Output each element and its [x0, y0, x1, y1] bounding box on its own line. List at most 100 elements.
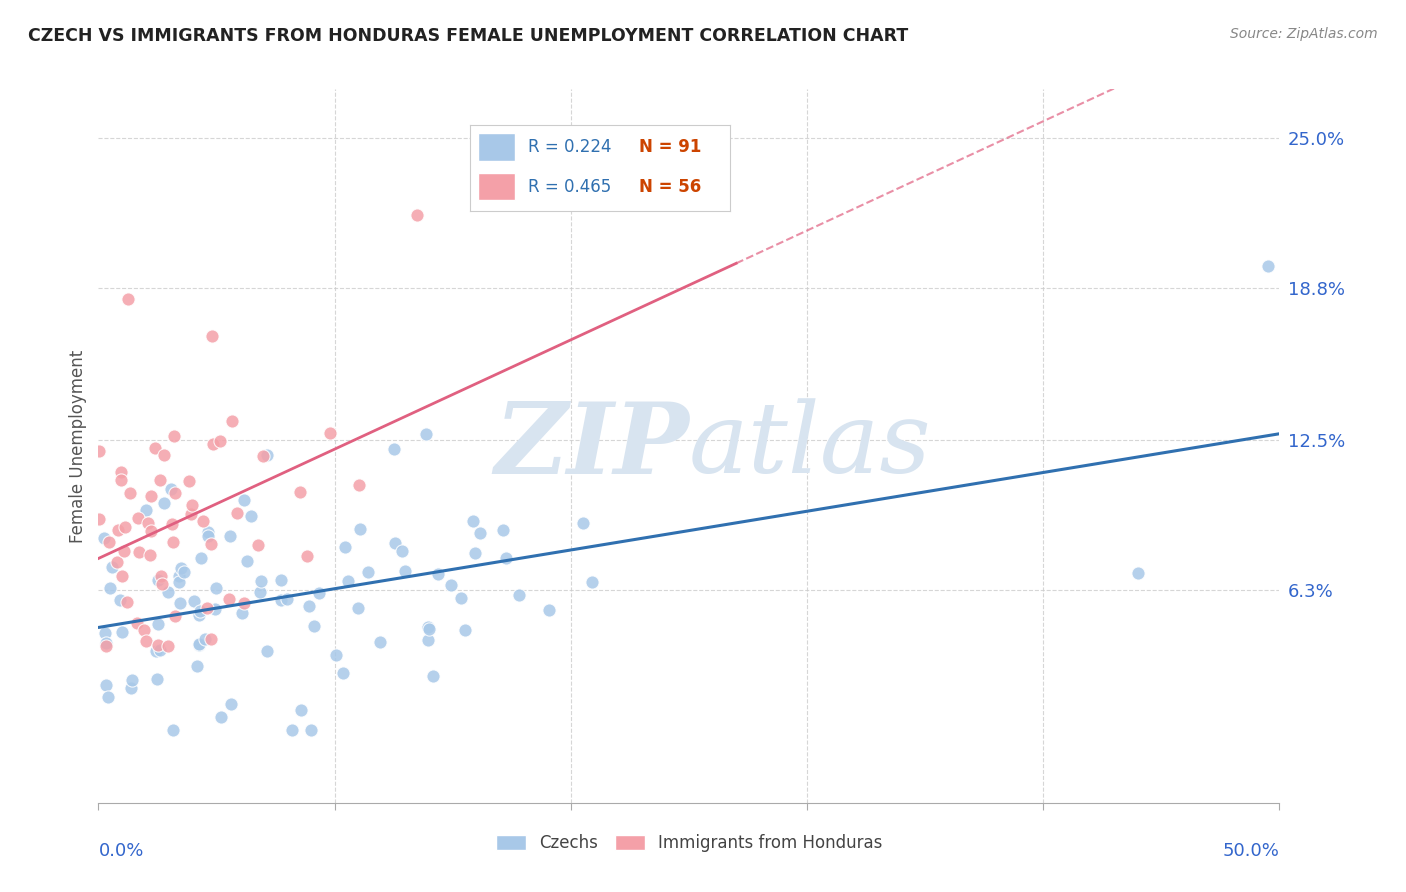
Point [110, 474, 132, 488]
Point [246, 539, 269, 553]
FancyBboxPatch shape [478, 173, 515, 200]
Point [183, 593, 205, 607]
Point [256, 643, 278, 657]
Point [188, 636, 211, 650]
Point [148, 638, 170, 652]
Point [205, 581, 228, 595]
Point [415, 427, 437, 442]
Point [114, 520, 136, 534]
Point [201, 436, 224, 450]
Point [143, 441, 166, 455]
Point [139, 548, 162, 562]
Point [111, 568, 134, 582]
Point [391, 544, 413, 558]
Point [97, 535, 120, 549]
Point [508, 588, 530, 602]
Text: N = 91: N = 91 [640, 138, 702, 156]
Point [1257, 259, 1279, 273]
Point [239, 509, 262, 524]
Point [173, 566, 195, 580]
Text: R = 0.224: R = 0.224 [527, 138, 612, 156]
Point [308, 586, 330, 600]
Point [290, 703, 312, 717]
Point [188, 604, 211, 618]
Point [495, 550, 517, 565]
Point [141, 524, 163, 538]
Point [295, 549, 318, 564]
Point [127, 615, 149, 630]
Point [492, 523, 515, 537]
Point [464, 546, 486, 560]
Point [231, 606, 253, 620]
Point [416, 619, 439, 633]
Point [221, 414, 243, 428]
Point [200, 632, 222, 646]
Point [148, 617, 170, 632]
Point [167, 575, 190, 590]
Point [169, 596, 191, 610]
Y-axis label: Female Unemployment: Female Unemployment [69, 350, 87, 542]
Point [115, 595, 138, 609]
Point [165, 486, 187, 500]
Point [394, 564, 416, 578]
Point [450, 591, 472, 605]
Point [276, 591, 298, 606]
Point [349, 522, 371, 536]
Point [250, 574, 273, 589]
Point [157, 639, 180, 653]
Point [332, 665, 354, 680]
Point [135, 634, 157, 648]
Point [94, 637, 117, 651]
Text: Source: ZipAtlas.com: Source: ZipAtlas.com [1230, 27, 1378, 41]
Point [149, 642, 172, 657]
Point [427, 566, 450, 581]
Point [94, 636, 117, 650]
Text: ZIP: ZIP [494, 398, 689, 494]
Point [194, 632, 217, 646]
Point [148, 573, 170, 587]
Point [153, 496, 176, 510]
Point [163, 429, 186, 443]
Point [187, 638, 209, 652]
Point [96, 639, 118, 653]
Point [406, 208, 429, 222]
Point [208, 434, 231, 449]
FancyBboxPatch shape [478, 134, 515, 161]
Point [418, 622, 440, 636]
Point [146, 673, 169, 687]
Point [319, 425, 342, 440]
Point [139, 489, 162, 503]
Point [100, 559, 122, 574]
Text: 50.0%: 50.0% [1223, 842, 1279, 860]
Point [280, 723, 302, 738]
Point [288, 485, 311, 500]
Point [157, 585, 180, 599]
Point [204, 601, 226, 615]
Point [87, 512, 110, 526]
Point [160, 516, 183, 531]
Point [422, 669, 444, 683]
Point [299, 723, 322, 738]
Point [135, 503, 157, 517]
Point [538, 603, 561, 617]
Point [110, 593, 132, 607]
Point [138, 516, 160, 530]
Point [105, 555, 128, 569]
Point [252, 449, 274, 463]
Point [209, 710, 232, 724]
Point [201, 329, 224, 343]
Point [347, 601, 370, 615]
Point [270, 592, 292, 607]
Point [134, 623, 156, 637]
Point [87, 443, 110, 458]
Point [190, 551, 212, 566]
Point [195, 601, 218, 615]
Point [128, 545, 150, 559]
Point [121, 673, 143, 688]
Point [298, 599, 321, 613]
Point [127, 511, 149, 525]
Point [370, 635, 392, 649]
Point [325, 648, 347, 662]
Point [162, 723, 184, 738]
Point [302, 619, 325, 633]
